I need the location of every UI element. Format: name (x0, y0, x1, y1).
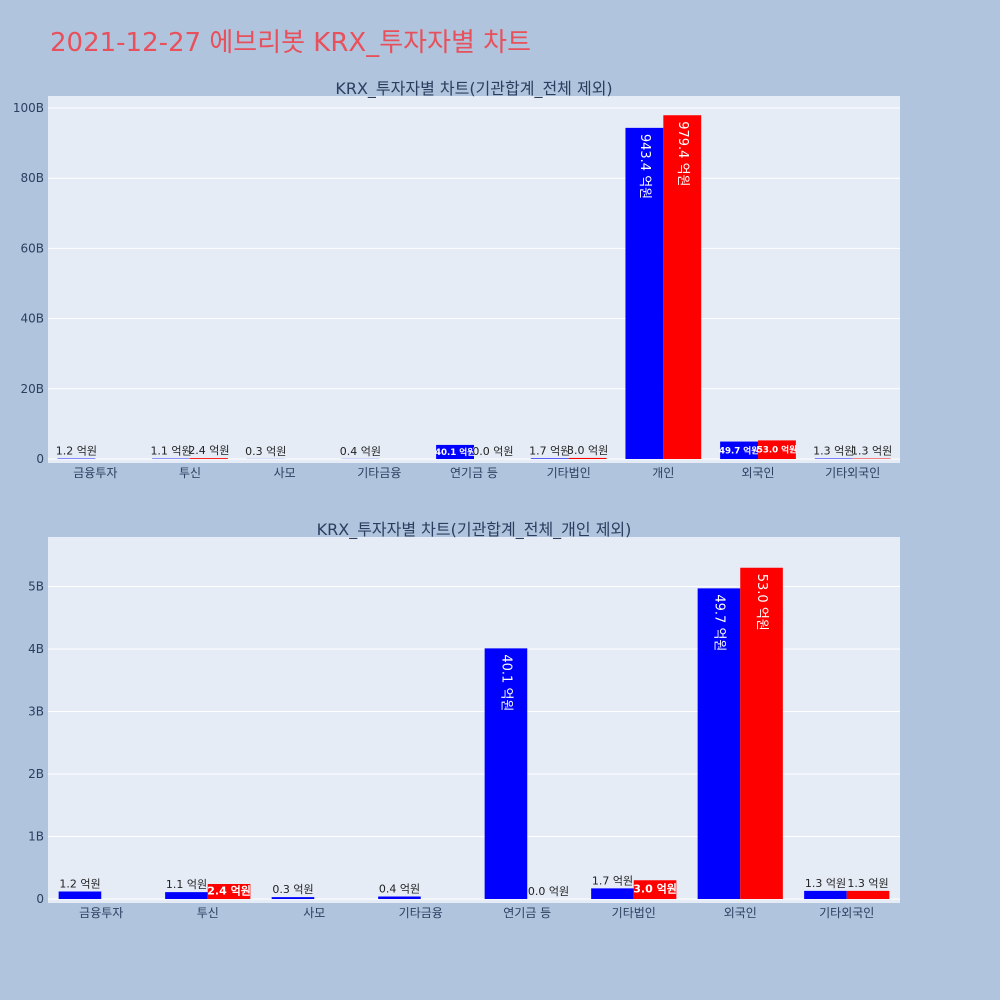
data-label: 49.7 억원 (711, 594, 726, 651)
data-label: 1.2 억원 (59, 878, 100, 891)
y-tick-label: 0 (36, 892, 44, 906)
chart-title: KRX_투자자별 차트(기관합계_전체 제외) (335, 79, 612, 99)
bar (591, 888, 634, 899)
plot-background (48, 96, 900, 463)
x-tick-label: 금융투자 (73, 466, 117, 480)
data-label: 1.7 억원 (592, 874, 633, 887)
x-tick-label: 금융투자 (79, 906, 123, 920)
y-tick-label: 4B (28, 642, 44, 656)
data-label: 1.7 억원 (529, 444, 570, 457)
data-label: 0.3 억원 (245, 445, 286, 458)
y-tick-label: 5B (28, 580, 44, 594)
bar (720, 441, 758, 459)
data-label: 943.4 억원 (637, 134, 652, 199)
x-tick-label: 외국인 (724, 906, 757, 920)
y-tick-label: 80B (20, 171, 44, 185)
x-tick-label: 개인 (652, 466, 674, 480)
data-label: 53.0 억원 (757, 444, 797, 456)
data-label: 979.4 억원 (675, 121, 690, 186)
x-tick-label: 기타법인 (612, 906, 656, 920)
x-tick-label: 연기금 등 (450, 466, 498, 480)
x-tick-label: 사모 (274, 466, 296, 480)
data-label: 53.0 억원 (754, 574, 769, 631)
y-tick-label: 1B (28, 830, 44, 844)
y-tick-label: 40B (20, 312, 44, 326)
bar (530, 458, 569, 459)
data-label: 1.3 억원 (813, 445, 854, 458)
bar (378, 896, 421, 899)
bar (207, 884, 251, 899)
data-label: 49.7 억원 (719, 444, 759, 456)
x-tick-label: 기타외국인 (819, 906, 874, 920)
bar (436, 444, 474, 459)
x-tick-label: 연기금 등 (503, 906, 551, 920)
y-tick-label: 2B (28, 767, 44, 781)
data-label: 3.0 억원 (633, 882, 677, 896)
y-tick-label: 100B (13, 101, 44, 115)
data-label: 0.0 억원 (472, 445, 513, 458)
page-title: 2021-12-27 에브리봇 KRX_투자자별 차트 (50, 28, 532, 58)
y-tick-label: 3B (28, 705, 44, 719)
data-label: 40.1 억원 (498, 654, 513, 711)
x-tick-label: 기타법인 (547, 466, 591, 480)
x-tick-label: 기타외국인 (825, 466, 880, 480)
bar (740, 567, 783, 899)
bar (58, 891, 102, 899)
x-tick-label: 투신 (197, 906, 219, 920)
data-label: 40.1 억원 (435, 446, 475, 458)
data-label: 3.0 억원 (567, 444, 608, 457)
x-tick-label: 투신 (179, 466, 201, 480)
data-label: 1.3 억원 (851, 445, 892, 458)
data-label: 1.2 억원 (56, 445, 97, 458)
bar (633, 880, 677, 899)
x-tick-label: 사모 (303, 906, 325, 920)
bar (697, 588, 741, 899)
y-tick-label: 0 (36, 452, 44, 466)
chart-title: KRX_투자자별 차트(기관합계_전체_개인 제외) (317, 520, 632, 540)
bar (568, 457, 607, 459)
data-label: 1.3 억원 (805, 877, 846, 890)
bar (804, 890, 847, 899)
x-tick-label: 기타금융 (399, 906, 443, 920)
bar (625, 127, 664, 459)
data-label: 1.1 억원 (166, 878, 207, 891)
bar (190, 458, 228, 459)
bar (846, 890, 890, 899)
data-label: 0.0 억원 (528, 885, 569, 898)
bar (271, 897, 315, 899)
y-tick-label: 20B (20, 382, 44, 396)
bar (663, 115, 702, 460)
data-label: 1.1 억원 (150, 445, 191, 458)
y-tick-label: 60B (20, 241, 44, 255)
bar (165, 892, 208, 899)
data-label: 0.4 억원 (379, 883, 420, 896)
x-tick-label: 외국인 (741, 466, 774, 480)
data-label: 2.4 억원 (188, 444, 229, 457)
data-label: 1.3 억원 (847, 877, 888, 890)
data-label: 0.4 억원 (340, 445, 381, 458)
data-label: 2.4 억원 (207, 884, 251, 898)
bar (484, 648, 528, 899)
data-label: 0.3 억원 (272, 883, 313, 896)
bar (758, 440, 796, 459)
x-tick-label: 기타금융 (357, 466, 401, 480)
